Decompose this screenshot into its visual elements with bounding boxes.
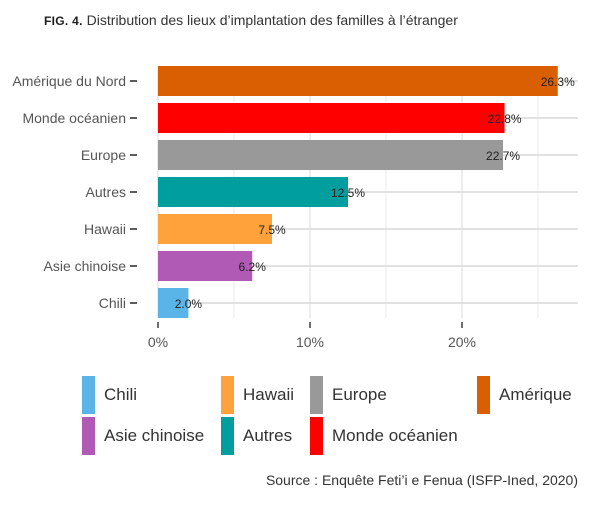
y-tick-label: Amérique du Nord — [12, 73, 126, 89]
legend-label-asie-chinoise: Asie chinoise — [104, 426, 205, 445]
data-label: 6.2% — [239, 260, 267, 274]
y-tick-label: Chili — [99, 295, 126, 311]
bar — [158, 214, 272, 244]
legend-label-amerique: Amérique — [499, 385, 572, 404]
bar — [158, 140, 504, 170]
bar — [158, 177, 348, 207]
x-tick-label: 0% — [148, 334, 168, 350]
legend-swatch-monde-oceanien — [310, 417, 323, 455]
legend-swatch-chili — [82, 376, 95, 414]
data-label: 26.3% — [541, 75, 575, 89]
chart-title: FIG. 4. Distribution des lieux d’implant… — [44, 12, 458, 28]
legend-item-hawaii: Hawaii — [221, 376, 294, 414]
data-label: 22.8% — [488, 112, 522, 126]
figure-title-text: Distribution des lieux d’implantation de… — [86, 12, 458, 28]
y-tick-label: Hawaii — [84, 221, 126, 237]
y-tick-label: Monde océanien — [22, 110, 126, 126]
legend-label-europe: Europe — [332, 385, 387, 404]
legend-item-asie-chinoise: Asie chinoise — [82, 417, 204, 455]
legend-item-monde-oceanien: Monde océanien — [310, 417, 458, 455]
legend-item-autres: Autres — [221, 417, 292, 455]
legend-swatch-amerique — [477, 376, 490, 414]
figure-label: FIG. 4. — [44, 14, 83, 28]
x-tick-label: 20% — [448, 334, 476, 350]
bar — [158, 103, 505, 133]
data-label: 12.5% — [331, 186, 365, 200]
y-tick-label: Autres — [86, 184, 126, 200]
legend-label-monde-oceanien: Monde océanien — [332, 426, 458, 445]
legend-label-hawaii: Hawaii — [243, 385, 295, 404]
bar — [158, 66, 558, 96]
bar — [158, 251, 253, 281]
legend-item-europe: Europe — [310, 376, 387, 414]
legend-swatch-asie-chinoise — [82, 417, 95, 455]
bar-chart: Amérique du Nord 26.3% Monde océanien 22.8%… — [12, 66, 578, 350]
source-note: Source : Enquête Feti’i e Fenua (ISFP-In… — [265, 472, 578, 488]
y-tick-label: Asie chinoise — [44, 258, 127, 274]
legend-item-amerique: Amérique — [477, 376, 572, 414]
legend-label-chili: Chili — [104, 385, 138, 404]
data-label: 2.0% — [175, 297, 203, 311]
legend-swatch-europe — [310, 376, 323, 414]
legend-item-chili: Chili — [82, 376, 137, 414]
legend-swatch-autres — [221, 417, 234, 455]
data-label: 22.7% — [486, 149, 520, 163]
bar — [158, 288, 189, 318]
legend-swatch-hawaii — [221, 376, 234, 414]
data-label: 7.5% — [258, 223, 286, 237]
legend-label-autres: Autres — [243, 426, 293, 445]
y-tick-label: Europe — [81, 147, 126, 163]
x-tick-label: 10% — [296, 334, 324, 350]
